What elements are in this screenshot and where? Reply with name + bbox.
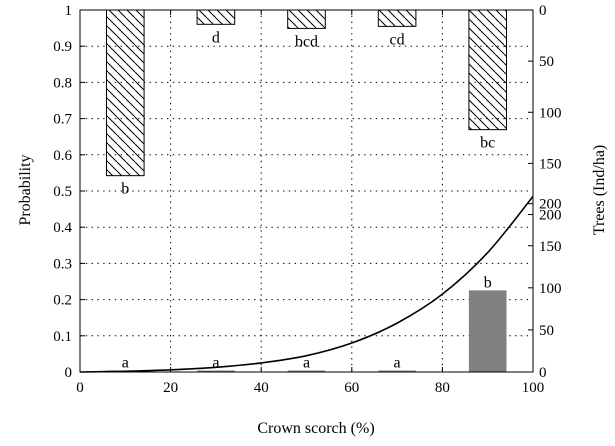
y-axis-left-label: Probability: [17, 154, 34, 225]
y-tick-label-left: 0.9: [53, 39, 72, 55]
y-tick-label-right-bottom: 150: [539, 239, 562, 255]
hatched-bar-label: bc: [480, 135, 495, 152]
y-tick-label-left: 0.3: [53, 256, 72, 272]
x-tick-label: 40: [254, 380, 269, 396]
grid-lines: [80, 10, 533, 372]
gray-bar-label: b: [484, 274, 492, 291]
hatched-bar: [196, 9, 236, 25]
x-tick-label: 20: [163, 380, 178, 396]
y-tick-label-right-bottom: 100: [539, 281, 562, 297]
probability-curve: [79, 195, 534, 373]
hatched-bar: [287, 9, 326, 29]
hatched-bar: [468, 9, 507, 131]
x-axis-label: Crown scorch (%): [257, 420, 374, 437]
gray-bar-label: a: [303, 355, 310, 372]
y-tick-label-right-bottom: 50: [539, 323, 554, 339]
y-tick-label-left: 0.2: [53, 293, 72, 309]
bars: [106, 9, 507, 372]
hatched-bar-label: b: [121, 181, 129, 198]
hatched-bar-label: d: [212, 29, 220, 46]
y-tick-label-left: 0.8: [53, 75, 72, 91]
y-tick-label-right-bottom: 0: [539, 365, 547, 381]
y-tick-label-right-top: 0: [539, 3, 547, 19]
x-tick-label: 80: [435, 380, 450, 396]
y-axis-right-label: Trees (Ind/ha): [591, 145, 608, 236]
gray-bar: [287, 370, 326, 372]
hatched-bar-label: bcd: [295, 33, 318, 50]
gray-bar: [197, 370, 235, 372]
gray-bar-label: a: [212, 355, 219, 372]
gray-bar-label: a: [394, 355, 401, 372]
bar-letter-labels: b d bcd cd bc a a a a b: [121, 29, 495, 371]
hatched-bar-label: cd: [390, 31, 405, 48]
y-tick-label-right-top: 200: [539, 208, 562, 224]
hatched-bar: [377, 9, 417, 27]
x-tick-label: 60: [344, 380, 359, 396]
gray-bar: [468, 290, 507, 372]
y-tick-label-left: 1: [65, 3, 73, 19]
y-tick-label-right-top: 50: [539, 54, 554, 70]
y-tick-label-right-top: 150: [539, 156, 562, 172]
y-tick-label-left: 0.6: [53, 148, 72, 164]
y-tick-label-left: 0.4: [53, 220, 72, 236]
gray-bar-label: a: [122, 355, 129, 372]
x-tick-label: 0: [76, 380, 84, 396]
y-tick-label-left: 0.7: [53, 112, 72, 128]
x-tick-label: 100: [522, 380, 545, 396]
hatched-bar: [106, 9, 145, 177]
probability-curve-group: [79, 195, 534, 373]
y-tick-label-right-top: 100: [539, 105, 562, 121]
gray-bar: [378, 370, 416, 372]
y-tick-label-right-bottom: 200: [539, 197, 562, 213]
y-tick-label-left: 0: [65, 365, 73, 381]
axis-ticks: 0 20 40 60 80 10000.10.20.30.40.50.60.70.80.9…: [53, 3, 561, 396]
y-tick-label-left: 0.1: [53, 329, 72, 345]
y-tick-label-left: 0.5: [53, 184, 72, 200]
